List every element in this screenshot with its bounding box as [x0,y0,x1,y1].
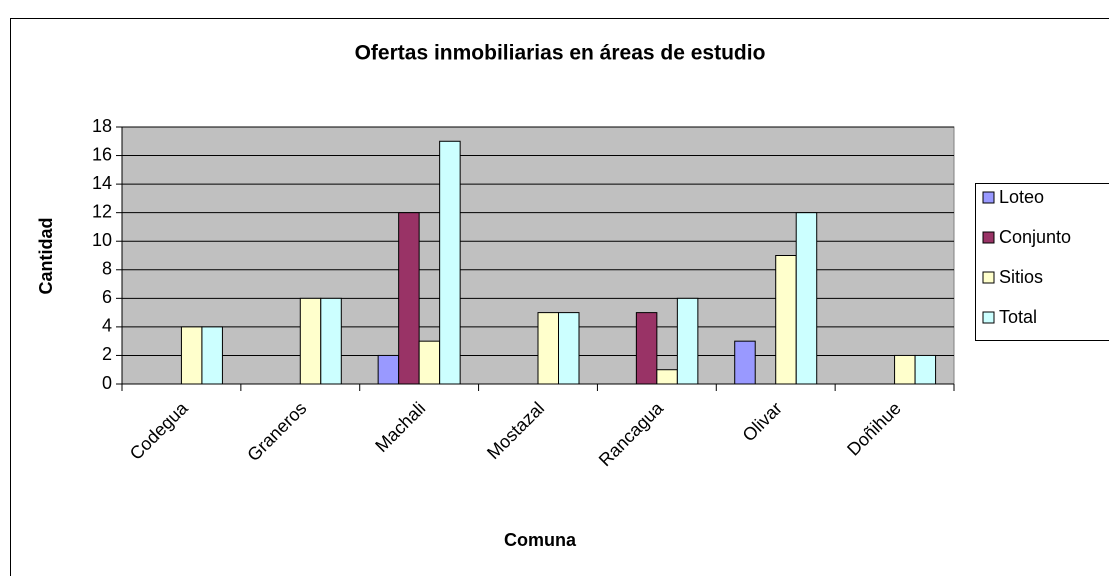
y-tick-label: 18 [92,116,112,136]
bar [180,326,203,385]
bar [377,354,400,385]
bar [558,312,580,385]
y-tick-label: 2 [102,344,112,364]
legend-swatch [982,191,995,204]
bar [299,297,322,385]
y-tick-label: 16 [92,144,112,164]
chart-title: Ofertas inmobiliarias en áreas de estudi… [355,42,766,65]
legend [975,183,1109,341]
bar [795,212,818,385]
y-tick-label: 0 [102,373,112,393]
y-tick-label: 12 [92,201,112,221]
bar [914,354,937,385]
bar [635,312,658,385]
y-tick-label: 4 [102,316,112,336]
bar [320,297,342,385]
y-tick-label: 6 [102,287,112,307]
legend-label: Sitios [999,267,1043,287]
legend-swatch [982,311,995,324]
bar [894,354,916,385]
bar [676,297,699,385]
bar [439,140,461,385]
bar [775,255,797,385]
bar [398,212,420,385]
x-axis-title: Comuna [504,530,577,550]
y-tick-label: 14 [92,173,112,193]
bar [201,326,223,385]
legend-label: Loteo [999,187,1044,207]
bar [418,340,441,385]
legend-swatch [982,271,995,284]
bar [734,340,756,385]
legend-label: Total [999,307,1037,327]
legend-label: Conjunto [999,227,1071,247]
bar [656,369,678,385]
y-axis-title: Cantidad [36,217,56,294]
y-tick-label: 10 [92,230,112,250]
bar [537,312,559,385]
legend-swatch [982,231,995,244]
y-tick-label: 8 [102,259,112,279]
